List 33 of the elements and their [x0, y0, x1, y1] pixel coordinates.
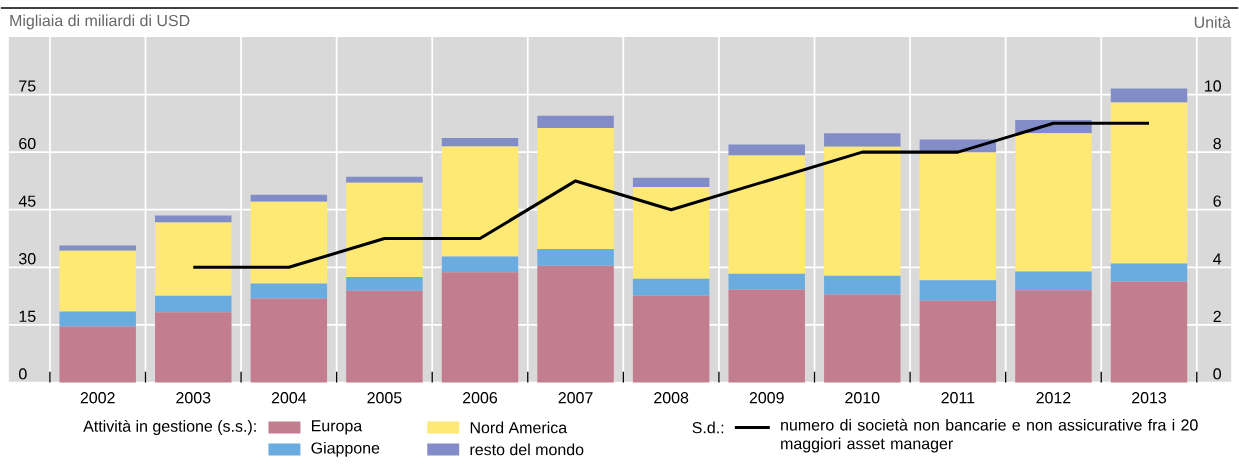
x-tick-label: 2010	[845, 391, 880, 404]
legend-label: resto del mondo	[470, 443, 584, 456]
y-tick-label: 0	[19, 368, 27, 380]
y2-tick-label: 0	[1213, 368, 1222, 380]
x-tick-label: 2012	[1036, 391, 1071, 404]
y-tick-label: 15	[19, 310, 36, 322]
y2-tick-label: 4	[1213, 253, 1222, 265]
y2-axis-title: Unità	[1194, 15, 1231, 28]
x-tick-label: 2006	[463, 391, 498, 404]
legend-label: numero di società non bancarie e non assicurative fra i 20 maggiori asset manager	[781, 418, 1198, 453]
legend-label: Giappone	[311, 441, 380, 457]
x-tick-label: 2002	[80, 391, 115, 404]
y2-tick-label: 2	[1213, 310, 1221, 322]
y-axis-title: Migliaia di miliardi di USD	[10, 14, 190, 30]
x-tick-label: 2003	[176, 391, 211, 404]
legend-label: Nord America	[470, 421, 568, 434]
y-tick-label: 75	[19, 80, 36, 92]
x-tick-label: 2009	[749, 391, 784, 404]
x-tick-label: 2011	[941, 391, 975, 404]
legend-title: Attività in gestione (s.s.):	[83, 419, 256, 435]
x-tick-label: 2007	[558, 391, 593, 404]
text: S.d.:	[692, 421, 724, 434]
x-tick-label: 2013	[1132, 391, 1167, 404]
y2-tick-label: 10	[1205, 80, 1221, 92]
x-tick-label: 2005	[367, 391, 402, 404]
y-tick-label: 60	[19, 137, 36, 150]
y2-tick-label: 8	[1213, 137, 1221, 150]
y2-tick-label: 6	[1213, 195, 1221, 207]
legend-label: Europa	[312, 420, 363, 435]
x-tick-label: 2008	[654, 391, 689, 404]
x-tick-label: 2004	[271, 391, 307, 404]
y-tick-label: 30	[19, 252, 36, 265]
y-tick-label: 45	[18, 195, 36, 207]
